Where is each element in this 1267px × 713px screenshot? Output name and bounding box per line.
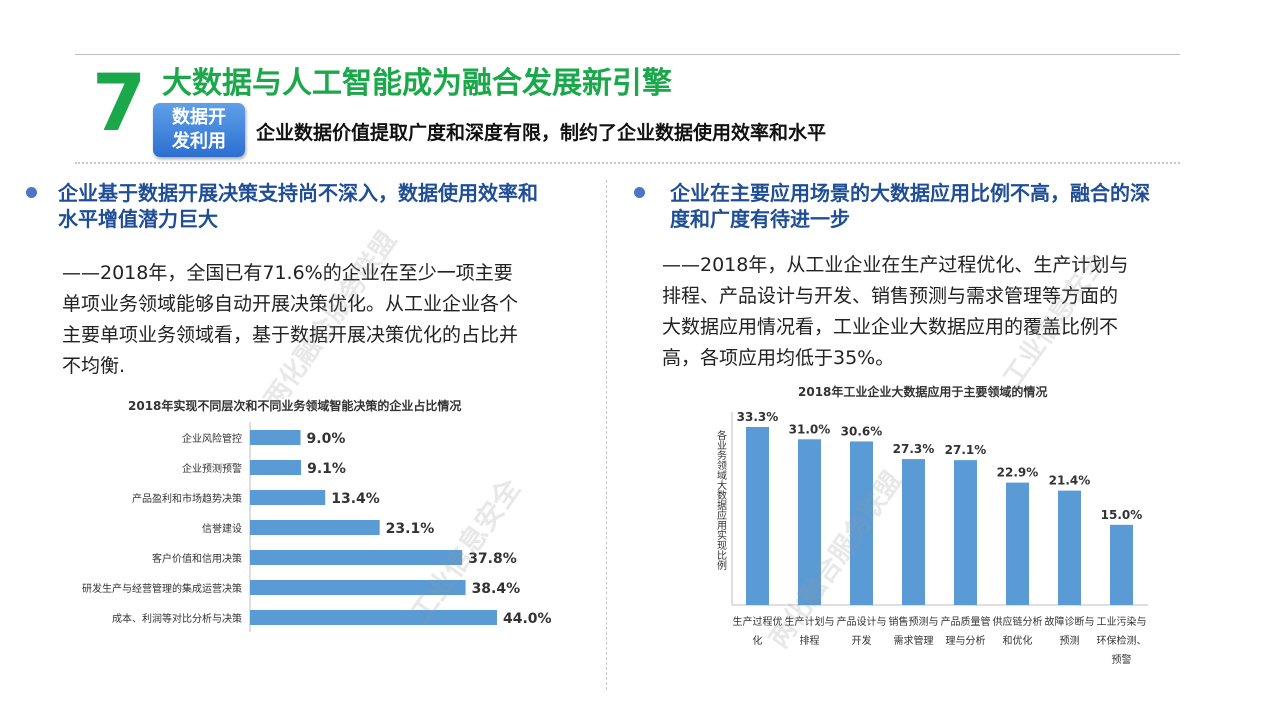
v-category-label: 工业污染与	[1097, 615, 1147, 628]
top-rule	[75, 54, 1180, 55]
v-category-label: 产品设计与	[837, 615, 887, 628]
right-paragraph-line-3: 大数据应用情况看，工业企业大数据应用的覆盖比例不	[662, 316, 1119, 338]
h-category-label: 信誉建设	[202, 522, 242, 535]
h-value-label: 44.0%	[503, 611, 552, 627]
v-category-label: 销售预测与	[889, 615, 939, 628]
left-heading: 企业基于数据开展决策支持尚不深入，数据使用效率和 水平增值潜力巨大	[58, 180, 538, 232]
right-heading: 企业在主要应用场景的大数据应用比例不高，融合的深 度和广度有待进一步	[670, 180, 1150, 232]
v-value-label: 33.3%	[737, 410, 779, 424]
badge-line-1: 数据开	[172, 107, 226, 128]
h-bar	[250, 610, 497, 625]
v-bar	[850, 441, 873, 605]
v-category-label: 和优化	[1003, 634, 1033, 647]
v-category-label: 需求管理	[894, 634, 934, 647]
left-heading-line-1: 企业基于数据开展决策支持尚不深入，数据使用效率和	[58, 181, 538, 205]
v-value-label: 27.3%	[893, 442, 935, 456]
right-paragraph-line-1: ——2018年，从工业企业在生产过程优化、生产计划与	[662, 254, 1129, 276]
h-value-label: 13.4%	[331, 491, 380, 507]
v-category-label: 供应链分析	[993, 615, 1043, 628]
v-category-label: 开发	[852, 634, 872, 647]
horizontal-bar-chart: 企业风险管控 9.0% 企业预测预警 9.1% 产品盈利和市场趋势决策 13.4% 信誉建设…	[82, 422, 552, 632]
v-category-label: 环保检测、	[1097, 634, 1147, 647]
h-category-label: 研发生产与经营管理的集成运营决策	[82, 582, 242, 595]
left-paragraph-line-4: 不均衡.	[62, 355, 126, 377]
v-category-label: 生产过程优	[733, 615, 783, 628]
v-bar	[798, 439, 821, 605]
section-number: 7	[92, 59, 147, 149]
h-bar	[250, 490, 326, 505]
badge-line-2: 发利用	[172, 131, 226, 152]
left-heading-line-2: 水平增值潜力巨大	[58, 207, 218, 231]
slide-subtitle: 企业数据价值提取广度和深度有限，制约了企业数据使用效率和水平	[256, 122, 827, 144]
category-badge: 数据开 发利用	[153, 103, 245, 157]
left-paragraph-line-1: ——2018年，全国已有71.6%的企业在至少一项主要	[62, 262, 513, 284]
v-category-label: 预警	[1112, 653, 1132, 666]
v-y-axis-label: 各业务领域大数据应用实现比例	[715, 429, 727, 571]
right-heading-line-1: 企业在主要应用场景的大数据应用比例不高，融合的深	[670, 181, 1150, 205]
h-bar	[250, 580, 466, 595]
v-category-label: 产品质量管	[941, 615, 991, 628]
left-paragraph: ——2018年，全国已有71.6%的企业在至少一项主要 单项业务领域能够自动开展…	[62, 258, 518, 382]
v-value-label: 31.0%	[789, 422, 831, 436]
h-value-label: 37.8%	[468, 551, 517, 567]
column-divider	[606, 180, 607, 690]
left-paragraph-line-2: 单项业务领域能够自动开展决策优化。从工业企业各个	[62, 293, 519, 315]
v-bar	[1110, 524, 1133, 605]
h-value-label: 9.1%	[307, 461, 346, 477]
left-paragraph-line-3: 主要单项业务领域看，基于数据开展决策优化的占比并	[62, 324, 519, 346]
right-heading-line-2: 度和广度有待进一步	[670, 207, 850, 231]
right-chart-title: 2018年工业企业大数据应用于主要领域的情况	[798, 385, 1048, 399]
v-category-label: 化	[753, 634, 763, 647]
h-category-label: 客户价值和信用决策	[152, 552, 242, 565]
v-value-label: 21.4%	[1049, 474, 1091, 488]
v-category-label: 排程	[800, 634, 820, 647]
h-category-label: 企业预测预警	[182, 462, 242, 475]
v-bar	[746, 427, 769, 605]
h-bar	[250, 520, 380, 535]
v-bar	[954, 460, 977, 605]
right-paragraph-line-4: 高，各项应用均低于35%。	[662, 347, 895, 369]
h-value-label: 38.4%	[472, 581, 521, 597]
v-bar	[902, 459, 925, 605]
v-bar	[1058, 490, 1081, 605]
h-category-label: 成本、利润等对比分析与决策	[112, 612, 242, 625]
v-category-label: 故障诊断与	[1045, 615, 1095, 628]
left-bullet-icon	[26, 187, 37, 198]
h-value-label: 9.0%	[307, 431, 346, 447]
right-bullet-icon	[634, 187, 645, 198]
h-bar	[250, 460, 302, 475]
h-category-label: 企业风险管控	[182, 432, 242, 445]
v-value-label: 27.1%	[945, 443, 987, 457]
v-bar	[1006, 482, 1029, 605]
h-bar	[250, 430, 301, 445]
slide-title: 大数据与人工智能成为融合发展新引擎	[162, 66, 672, 101]
v-category-label: 预测	[1060, 634, 1080, 647]
h-value-label: 23.1%	[386, 521, 435, 537]
v-value-label: 15.0%	[1101, 508, 1143, 522]
v-category-label: 理与分析	[946, 634, 986, 647]
left-chart-title: 2018年实现不同层次和不同业务领域智能决策的企业占比情况	[128, 399, 462, 413]
h-category-label: 产品盈利和市场趋势决策	[132, 492, 242, 505]
v-value-label: 30.6%	[841, 424, 883, 438]
h-bar	[250, 550, 463, 565]
right-paragraph-line-2: 排程、产品设计与开发、销售预测与需求管理等方面的	[662, 285, 1119, 307]
right-paragraph: ——2018年，从工业企业在生产过程优化、生产计划与 排程、产品设计与开发、销售…	[662, 250, 1128, 374]
dotted-divider	[75, 162, 1180, 164]
v-value-label: 22.9%	[997, 466, 1039, 480]
v-category-label: 生产计划与	[785, 615, 835, 628]
